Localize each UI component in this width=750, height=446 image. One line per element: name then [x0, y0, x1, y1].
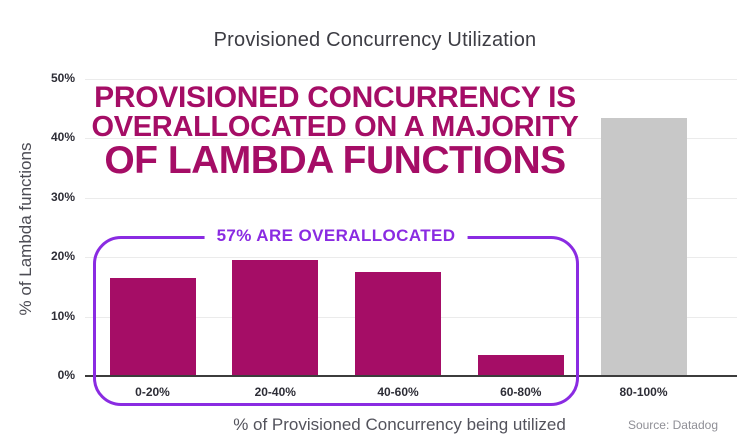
y-tick-40: 40% — [50, 130, 75, 145]
chart-title: Provisioned Concurrency Utilization — [213, 29, 537, 51]
y-tick-50: 50% — [50, 71, 75, 85]
headline-line-2: OVERALLOCATED ON A MAJORITY — [91, 111, 579, 143]
x-tick-20-40%: 20-40% — [254, 385, 296, 399]
source-credit: Source: Datadog — [627, 418, 718, 432]
y-axis-title: % of Lambda functions — [16, 142, 35, 316]
headline-line-3: OF LAMBDA FUNCTIONS — [104, 139, 566, 182]
headline: PROVISIONED CONCURRENCY IS OVERALLOCATED… — [85, 81, 585, 182]
bar-20-40% — [232, 260, 319, 376]
y-tick-30: 30% — [50, 189, 75, 204]
gridline-50 — [85, 79, 737, 80]
x-tick-0-20%: 0-20% — [135, 385, 170, 399]
bar-0-20% — [109, 278, 196, 376]
x-tick-60-80%: 60-80% — [500, 385, 542, 399]
bar-60-80% — [477, 355, 564, 376]
y-tick-0: 0% — [57, 368, 75, 382]
x-axis-baseline — [85, 375, 737, 377]
x-axis-title: % of Provisioned Concurrency being utili… — [233, 415, 566, 434]
plot-area: 0% 10% 20% 30% 40% 50% 0-20% 20-40% 40-60% 60-80%… — [51, 71, 737, 399]
bar-80-100% — [600, 117, 687, 376]
x-tick-40-60%: 40-60% — [377, 385, 419, 399]
gridline-30 — [85, 197, 737, 199]
y-tick-20: 20% — [50, 249, 75, 264]
y-tick-10: 10% — [50, 308, 75, 323]
headline-line-1: PROVISIONED CONCURRENCY IS — [94, 81, 576, 114]
gridline-40 — [85, 138, 737, 140]
x-tick-80-100%: 80-100% — [619, 385, 668, 399]
bar-40-60% — [355, 272, 441, 376]
gridline-20 — [85, 257, 737, 259]
